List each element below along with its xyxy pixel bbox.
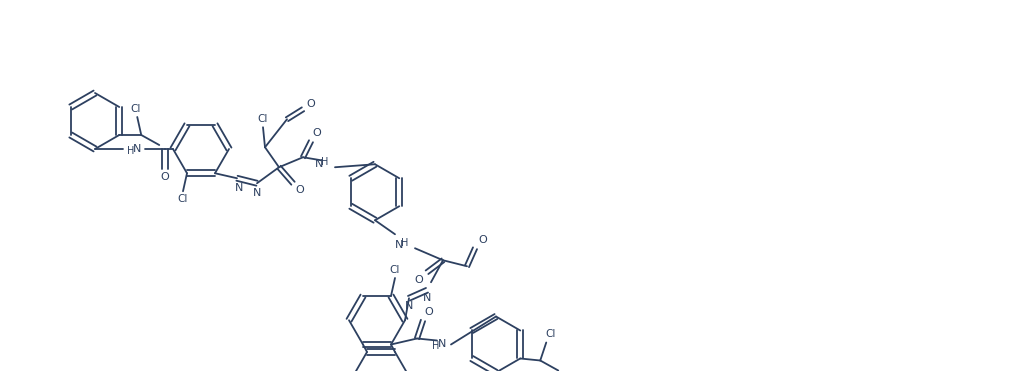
Text: N: N [423, 293, 431, 303]
Text: H: H [127, 146, 134, 156]
Text: O: O [306, 99, 315, 109]
Text: N: N [437, 339, 446, 349]
Text: Cl: Cl [545, 329, 555, 339]
Text: O: O [479, 235, 487, 245]
Text: N: N [235, 183, 243, 193]
Text: O: O [161, 172, 170, 182]
Text: O: O [296, 185, 304, 195]
Text: N: N [405, 301, 413, 311]
Text: N: N [133, 144, 141, 154]
Text: H: H [402, 238, 409, 248]
Text: H: H [321, 157, 328, 167]
Text: H: H [432, 341, 439, 351]
Text: N: N [395, 240, 403, 250]
Text: O: O [415, 275, 423, 285]
Text: Cl: Cl [130, 104, 140, 114]
Text: N: N [315, 159, 323, 169]
Text: Cl: Cl [390, 265, 400, 275]
Text: O: O [425, 308, 433, 318]
Text: Cl: Cl [178, 194, 188, 204]
Text: Cl: Cl [258, 114, 268, 124]
Text: N: N [253, 188, 261, 198]
Text: O: O [312, 128, 321, 138]
